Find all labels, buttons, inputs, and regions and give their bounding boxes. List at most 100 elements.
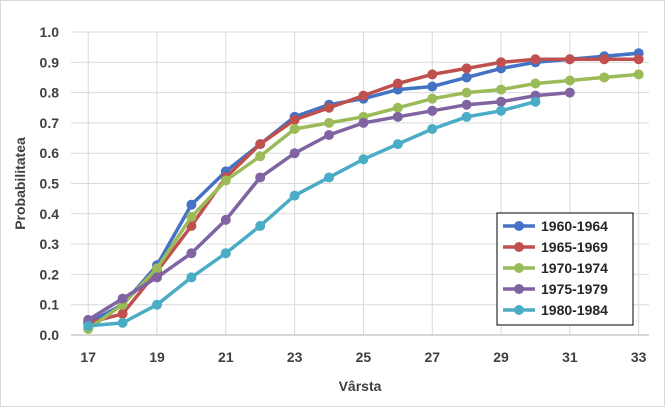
data-point: [220, 175, 231, 186]
data-point: [289, 114, 300, 125]
y-tick-label: 0.5: [40, 176, 60, 192]
x-tick-label: 23: [287, 349, 303, 365]
y-tick-label: 1.0: [40, 24, 60, 40]
data-point: [289, 190, 300, 201]
legend-label: 1970-1974: [541, 260, 608, 276]
data-point: [255, 139, 266, 150]
data-point: [358, 117, 369, 128]
legend-swatch-marker: [514, 284, 524, 294]
x-tick-label: 31: [562, 349, 578, 365]
data-point: [392, 78, 403, 89]
y-tick-label: 0.6: [40, 145, 60, 161]
data-point: [392, 139, 403, 150]
data-point: [220, 248, 231, 259]
data-point: [358, 154, 369, 165]
data-point: [461, 63, 472, 74]
data-point: [496, 96, 507, 107]
legend-swatch-marker: [514, 221, 524, 231]
data-point: [530, 96, 541, 107]
legend-label: 1965-1969: [541, 239, 608, 255]
y-tick-label: 0.4: [40, 206, 60, 222]
x-tick-label: 33: [631, 349, 647, 365]
legend-swatch-marker: [514, 305, 524, 315]
data-point: [255, 172, 266, 183]
data-point: [255, 220, 266, 231]
x-tick-label: 21: [218, 349, 234, 365]
x-tick-label: 17: [80, 349, 96, 365]
y-tick-label: 0.1: [40, 297, 60, 313]
y-tick-label: 0.9: [40, 54, 60, 70]
data-point: [392, 111, 403, 122]
legend-item: 1970-1974: [503, 260, 608, 276]
x-tick-label: 19: [149, 349, 165, 365]
legend-item: 1980-1984: [503, 302, 608, 318]
data-point: [564, 87, 575, 98]
data-point: [324, 117, 335, 128]
data-point: [427, 123, 438, 134]
data-point: [530, 54, 541, 65]
data-point: [599, 54, 610, 65]
y-tick-label: 0.2: [40, 266, 60, 282]
data-point: [186, 272, 197, 283]
data-point: [427, 81, 438, 92]
data-point: [289, 123, 300, 134]
legend-item: 1965-1969: [503, 239, 608, 255]
data-point: [392, 102, 403, 113]
data-point: [220, 214, 231, 225]
series-line: [86, 99, 538, 328]
data-point: [461, 72, 472, 83]
legend-swatch-marker: [514, 263, 524, 273]
data-point: [633, 54, 644, 65]
data-point: [152, 272, 163, 283]
data-point: [152, 263, 163, 274]
data-point: [186, 248, 197, 259]
data-point: [564, 54, 575, 65]
series-1975-1979: [83, 87, 575, 325]
data-point: [496, 84, 507, 95]
data-point: [599, 72, 610, 83]
series-1970-1974: [83, 69, 644, 334]
data-point: [564, 75, 575, 86]
data-point: [117, 317, 128, 328]
series-lines: [83, 48, 644, 334]
legend-label: 1960-1964: [541, 218, 608, 234]
data-point: [427, 69, 438, 80]
legend-label: 1980-1984: [541, 302, 608, 318]
y-tick-label: 0.3: [40, 236, 60, 252]
legend-label: 1975-1979: [541, 281, 608, 297]
data-point: [324, 172, 335, 183]
x-axis-title: Vârsta: [339, 378, 382, 394]
legend-item: 1960-1964: [503, 218, 608, 234]
data-point: [117, 293, 128, 304]
x-tick-label: 27: [424, 349, 440, 365]
data-point: [186, 211, 197, 222]
data-point: [461, 87, 472, 98]
data-point: [83, 320, 94, 331]
data-point: [427, 93, 438, 104]
legend-swatch-marker: [514, 242, 524, 252]
data-point: [427, 105, 438, 116]
legend-item: 1975-1979: [503, 281, 608, 297]
y-tick-label: 0.8: [40, 85, 60, 101]
series-1980-1984: [83, 96, 541, 331]
data-point: [461, 99, 472, 110]
legend: 1960-1964 1965-1969 1970-1974 1975-1979 1980…: [496, 212, 634, 326]
tick-labels: 0.0 0.1 0.2 0.3 0.4 0.5 0.6 0.7 0.8 0.9 1.0 17 19 21 2…: [40, 24, 647, 365]
data-point: [324, 130, 335, 141]
data-point: [633, 69, 644, 80]
data-point: [530, 78, 541, 89]
data-point: [358, 90, 369, 101]
data-point: [289, 148, 300, 159]
x-tick-label: 29: [493, 349, 509, 365]
y-axis-title: Probabilitatea: [12, 137, 28, 230]
x-tick-label: 25: [356, 349, 372, 365]
data-point: [496, 105, 507, 116]
y-tick-label: 0.0: [40, 327, 60, 343]
data-point: [324, 102, 335, 113]
y-tick-label: 0.7: [40, 115, 60, 131]
data-point: [117, 308, 128, 319]
data-point: [496, 57, 507, 68]
data-point: [186, 199, 197, 210]
